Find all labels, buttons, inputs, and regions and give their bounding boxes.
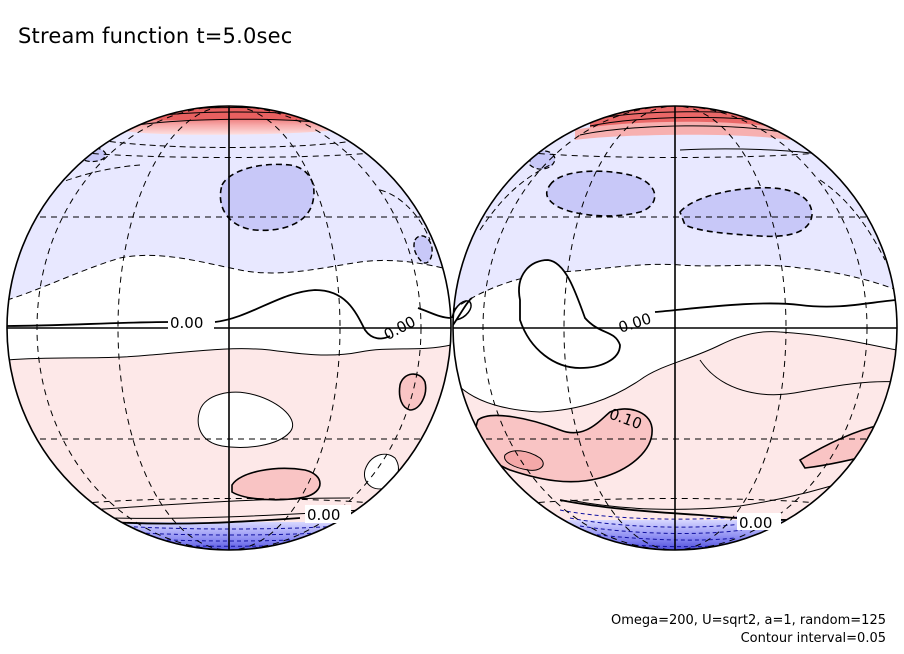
left-zero-contour bbox=[7, 289, 391, 340]
right-axes bbox=[452, 105, 898, 551]
left-negative-blob-1 bbox=[219, 163, 315, 232]
left-axes bbox=[6, 105, 452, 551]
left-zero-contour-2 bbox=[417, 307, 451, 319]
contour-label-left-equator: 0.00 bbox=[170, 314, 203, 332]
left-south-negative-cap bbox=[100, 522, 360, 550]
left-positive-blob-1 bbox=[231, 467, 321, 501]
right-zero-contour-2 bbox=[453, 297, 473, 326]
left-north-positive-cap-core bbox=[150, 106, 340, 120]
right-hemisphere bbox=[453, 106, 897, 550]
label-bg-2 bbox=[305, 505, 351, 523]
right-south-positive-contours bbox=[453, 331, 897, 510]
right-zero-contour bbox=[654, 299, 897, 313]
right-north-positive-cap-outer bbox=[575, 121, 790, 140]
left-south-white-blob bbox=[198, 392, 293, 448]
label-bg-3 bbox=[737, 513, 781, 530]
plot-title: Stream function t=5.0sec bbox=[18, 24, 293, 48]
parameters-caption: Omega=200, U=sqrt2, a=1, random=125 bbox=[610, 613, 886, 628]
left-negative-blob-2 bbox=[413, 235, 433, 264]
contour-label-left-south: 0.00 bbox=[307, 506, 340, 524]
label-bg-1 bbox=[168, 312, 214, 330]
junction-loop-contour bbox=[451, 300, 472, 321]
right-positive-core bbox=[504, 450, 544, 471]
right-zero-loop bbox=[518, 259, 621, 369]
contour-interval-caption: Contour interval=0.05 bbox=[740, 631, 886, 646]
right-negative-blob-2 bbox=[679, 186, 813, 238]
left-north-dashed-contours bbox=[7, 139, 451, 301]
contour-label-right-south: 0.00 bbox=[739, 514, 772, 532]
left-positive-blob-2 bbox=[398, 373, 427, 411]
